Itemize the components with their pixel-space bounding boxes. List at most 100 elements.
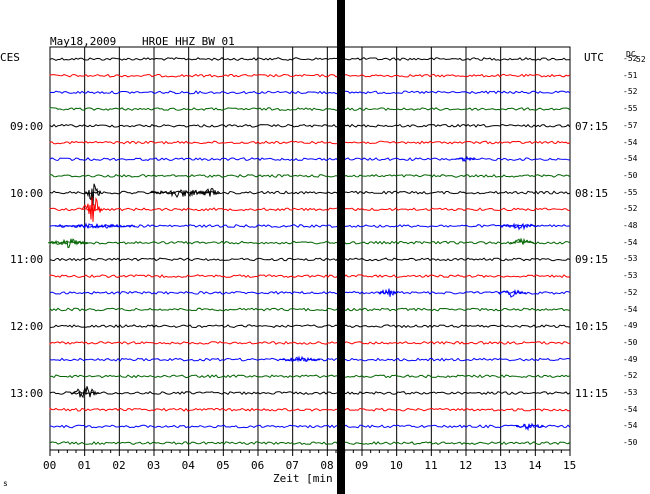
trace-row (49, 257, 571, 262)
dc-offset-label: -52 (623, 87, 638, 97)
dc-offset-label: -54 (623, 404, 638, 414)
x-axis-label: Zeit [min (273, 472, 333, 485)
trace-row (49, 407, 571, 412)
seismic-traces (49, 57, 571, 446)
corner-mark: s (3, 479, 8, 488)
trace-row (49, 190, 571, 195)
event-burst (48, 238, 89, 249)
x-tick-label: 06 (251, 459, 265, 472)
x-tick-label: 07 (285, 459, 299, 472)
dc-offset-label: -52 (623, 54, 638, 63)
dc-offset-label: -52 (623, 287, 638, 297)
event-burst (509, 237, 534, 245)
right-time-label: 10:15 (575, 320, 609, 334)
trace-row (49, 73, 571, 78)
event-burst (279, 355, 321, 363)
dc-offset-label: -54 (623, 421, 638, 431)
x-tick-label: 11 (424, 459, 438, 472)
dc-offset-label: -52 (623, 371, 638, 381)
dc-sub-label: 52 (636, 55, 646, 64)
trace-row (49, 173, 571, 178)
dc-offset-label: -48 (623, 221, 638, 230)
x-tick-label: 03 (147, 459, 161, 472)
x-tick-label: 02 (112, 459, 126, 472)
date-label: May18,2009 (50, 35, 117, 48)
trace-row (49, 57, 571, 61)
event-burst (84, 183, 102, 206)
event-burst (454, 155, 476, 162)
dc-offset-label: -54 (623, 154, 638, 164)
left-time-label: 09:00 (10, 119, 44, 133)
dc-offset-label: -50 (623, 337, 638, 347)
local-timezone-label: CES (0, 51, 20, 64)
event-burst (497, 288, 527, 298)
x-tick-label: 14 (528, 459, 542, 472)
left-time-label: 10:00 (10, 186, 44, 200)
x-tick-label: 00 (43, 459, 57, 472)
event-burst (499, 222, 540, 231)
dc-offset-label: -54 (623, 137, 638, 147)
station-label: HROE HHZ BW 01 (142, 35, 235, 48)
right-time-label: 09:15 (575, 253, 609, 267)
dc-offset-label: -49 (623, 354, 638, 364)
x-tick-label: 09 (355, 459, 369, 472)
trace-row (49, 274, 571, 279)
trace-row (49, 307, 571, 312)
dc-offset-label: -53 (623, 254, 638, 264)
dc-offset-label: -55 (623, 187, 638, 197)
seismic-events (48, 155, 545, 432)
dc-offset-label: -55 (623, 104, 638, 114)
right-time-label: 08:15 (575, 186, 609, 200)
trace-row (49, 107, 571, 112)
x-tick-label: 10 (389, 459, 403, 472)
time-axis (49, 450, 571, 456)
dc-offset-label: -53 (623, 271, 638, 281)
dc-offset-label: -50 (623, 438, 638, 448)
event-burst (70, 386, 100, 399)
left-time-label: 11:00 (10, 253, 44, 267)
x-tick-label: 15 (563, 459, 577, 472)
dc-offset-label: -54 (623, 237, 638, 247)
trace-row (49, 90, 571, 95)
dc-offset-label: -50 (623, 170, 638, 180)
trace-row (49, 424, 571, 429)
x-tick-label: 04 (181, 459, 195, 472)
event-burst (199, 187, 221, 197)
plot-grid (49, 46, 571, 451)
right-time-label: 11:15 (575, 387, 609, 400)
trace-row (49, 374, 571, 379)
trace-row (49, 240, 571, 245)
x-tick-label: 05 (216, 459, 230, 472)
dc-offset-label: -53 (623, 388, 638, 397)
x-tick-label: 08 (320, 459, 334, 472)
utc-label: UTC (584, 51, 604, 64)
trace-row (49, 340, 571, 346)
trace-row (49, 207, 571, 212)
trace-row (49, 140, 571, 145)
event-burst (54, 222, 135, 230)
trace-row (49, 391, 571, 396)
trace-row (49, 157, 571, 162)
event-burst (515, 422, 545, 432)
x-tick-label: 12 (459, 459, 473, 472)
dc-offset-label: -54 (623, 304, 638, 314)
plot-frame (49, 46, 571, 451)
dc-offset-label: -49 (623, 321, 638, 331)
trace-row (49, 290, 571, 295)
left-time-label: 12:00 (10, 320, 44, 334)
dc-offset-label: -52 (623, 204, 638, 214)
dc-offset-label: -51 (623, 70, 638, 80)
event-burst (150, 189, 211, 198)
left-time-label: 13:00 (10, 387, 44, 400)
trace-row (49, 123, 571, 128)
trace-row (49, 441, 571, 446)
dc-label: DC (626, 50, 636, 59)
x-tick-label: 01 (77, 459, 91, 472)
right-time-label: 07:15 (575, 119, 609, 133)
trace-row (49, 324, 571, 329)
event-burst (377, 288, 399, 297)
trace-row (49, 223, 571, 228)
x-tick-label: 13 (493, 459, 507, 472)
dc-offset-label: -57 (623, 120, 638, 130)
